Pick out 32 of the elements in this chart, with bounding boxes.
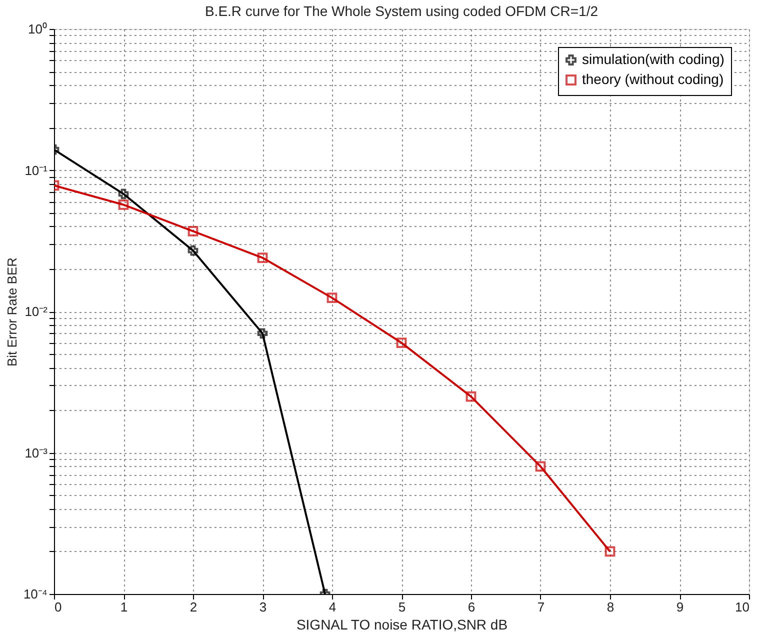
point: [188, 245, 198, 256]
x-tick-label: 2: [190, 600, 198, 614]
legend-label: simulation(with coding): [582, 51, 724, 67]
x-tick-label: 3: [259, 600, 267, 614]
x-axis-title: SIGNAL TO noise RATIO,SNR dB: [296, 616, 508, 632]
x-tick-label: 1: [120, 600, 128, 614]
point: [466, 391, 476, 402]
point: [604, 546, 616, 557]
point: [118, 188, 129, 200]
x-tick-label: 6: [468, 600, 476, 614]
point: [188, 226, 198, 236]
x-tick-label: 5: [398, 600, 406, 614]
x-tick-label: 0: [54, 600, 62, 614]
y-tick-label: 10⁻²: [24, 304, 48, 319]
point: [257, 328, 268, 339]
y-tick-label: 10⁰: [28, 22, 48, 36]
point: [257, 252, 268, 263]
x-tick-label: 4: [328, 600, 336, 614]
y-axis-title: Bit Error Rate BER: [4, 257, 20, 367]
point: [326, 292, 338, 303]
legend-label: theory (without coding): [582, 71, 724, 87]
y-tick-label: 10⁻³: [24, 445, 48, 460]
y-tick-label: 10⁻¹: [24, 162, 48, 178]
x-tick-label: 8: [606, 600, 614, 614]
point: [118, 200, 129, 210]
point: [535, 461, 546, 472]
y-tick-label: 10⁻⁴: [23, 586, 48, 602]
x-tick-label: 7: [537, 600, 545, 614]
x-tick-label: 10: [735, 600, 750, 614]
chart-title: B.E.R curve for The Whole System using coded OFDM CR=1/2: [204, 3, 598, 19]
x-tick-label: 9: [676, 600, 684, 614]
point: [396, 338, 407, 348]
